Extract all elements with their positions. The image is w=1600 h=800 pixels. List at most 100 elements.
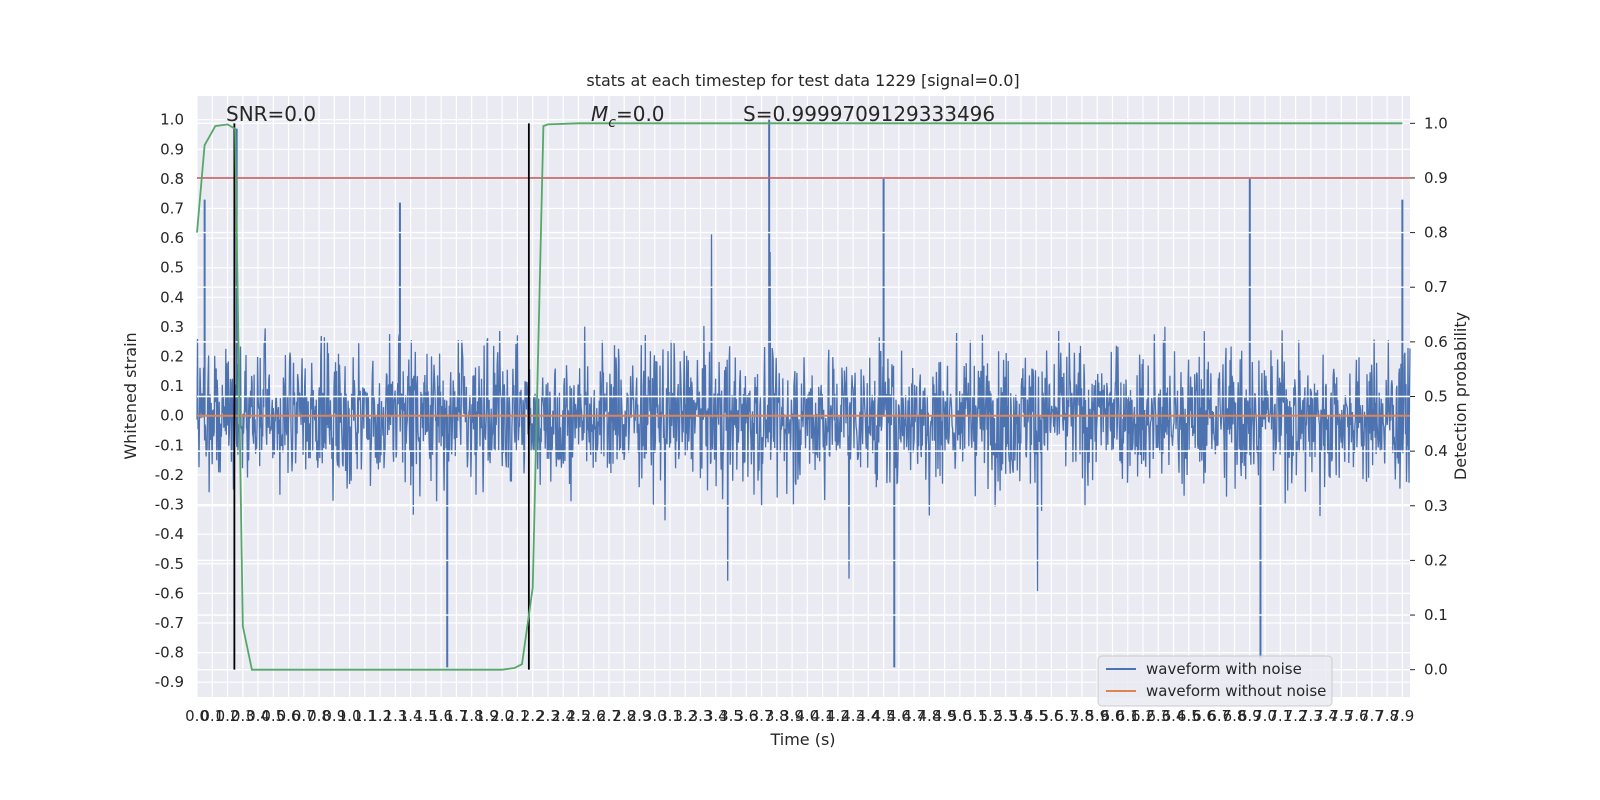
x-tick-label: 4.9 — [933, 707, 957, 725]
right-tick-label: 0.5 — [1424, 388, 1448, 406]
y-tick-label: 0.5 — [160, 259, 184, 277]
right-tick-label: 0.9 — [1424, 169, 1448, 187]
detection-stat-annotation: S=0.9999709129333496 — [743, 102, 995, 126]
noise-series — [196, 119, 1411, 668]
chart-title: stats at each timestep for test data 122… — [586, 71, 1019, 90]
x-tick-label: 4.3 — [841, 707, 865, 725]
x-tick-label: 4.5 — [872, 707, 896, 725]
x-tick-label: 3.6 — [734, 707, 758, 725]
x-tick-label: 1.9 — [475, 707, 499, 725]
x-tick-label: 4.7 — [902, 707, 926, 725]
x-tick-label: 3.0 — [643, 707, 667, 725]
y-tick-label: 0.8 — [160, 170, 184, 188]
y-tick-label: -0.3 — [155, 496, 184, 514]
x-tick-label: 1.1 — [353, 707, 377, 725]
x-tick-label: 0.7 — [292, 707, 316, 725]
x-tick-label: 5.4 — [1009, 707, 1033, 725]
x-tick-label: 5.0 — [948, 707, 972, 725]
x-tick-label: 2.0 — [490, 707, 514, 725]
right-tick-label: 0.7 — [1424, 278, 1448, 296]
x-tick-label: 5.5 — [1024, 707, 1048, 725]
x-tick-label: 7.7 — [1360, 707, 1384, 725]
x-tick-label: 4.8 — [917, 707, 941, 725]
y-tick-label: 0.0 — [160, 407, 184, 425]
x-tick-label: 2.7 — [597, 707, 621, 725]
x-tick-label: 6.0 — [1101, 707, 1125, 725]
y-tick-label: 0.7 — [160, 200, 184, 218]
x-tick-label: 3.4 — [704, 707, 728, 725]
x-tick-label: 0.9 — [322, 707, 346, 725]
x-axis-label: Time (s) — [769, 730, 835, 749]
x-tick-label: 7.8 — [1375, 707, 1399, 725]
x-tick-label: 2.5 — [567, 707, 591, 725]
x-tick-label: 3.5 — [719, 707, 743, 725]
x-tick-label: 6.3 — [1146, 707, 1170, 725]
y-axis-left: 1.0 0.9 0.8 0.7 0.6 0.5 0.4 0.3 0.2 0.1 0.0 -0.1 -0.… — [155, 111, 184, 692]
x-tick-label: 3.8 — [765, 707, 789, 725]
y-tick-label: -0.6 — [155, 584, 184, 602]
y-tick-label: -0.7 — [155, 614, 184, 632]
x-tick-label: 3.1 — [658, 707, 682, 725]
x-tick-label: 2.9 — [628, 707, 652, 725]
x-tick-label: 5.7 — [1055, 707, 1079, 725]
y-tick-label: -0.2 — [155, 466, 184, 484]
y-tick-label: 0.6 — [160, 229, 184, 247]
x-tick-label: 6.6 — [1192, 707, 1216, 725]
x-tick-label: 1.3 — [383, 707, 407, 725]
x-tick-label: 0.5 — [261, 707, 285, 725]
x-tick-label: 6.4 — [1162, 707, 1186, 725]
x-tick-label: 4.0 — [795, 707, 819, 725]
x-tick-label: 1.0 — [338, 707, 362, 725]
x-tick-label: 3.3 — [689, 707, 713, 725]
legend-box — [1097, 655, 1333, 707]
x-tick-label: 0.4 — [246, 707, 270, 725]
x-tick-label: 7.3 — [1299, 707, 1323, 725]
x-tick-label: 0.1 — [200, 707, 224, 725]
x-tick-label: 1.5 — [414, 707, 438, 725]
x-tick-label: 6.8 — [1223, 707, 1247, 725]
y-tick-label: 0.2 — [160, 348, 184, 366]
y-tick-label: -0.4 — [155, 525, 184, 543]
y-tick-label: 0.3 — [160, 318, 184, 336]
y-axis-right-label: Detection probability — [1451, 312, 1470, 480]
x-tick-label: 1.6 — [429, 707, 453, 725]
y-tick-label: -0.8 — [155, 644, 184, 662]
x-tick-label: 5.8 — [1070, 707, 1094, 725]
x-tick-label: 4.6 — [887, 707, 911, 725]
x-tick-label: 7.5 — [1329, 707, 1353, 725]
x-tick-label: 5.2 — [978, 707, 1002, 725]
detection-probability-line — [196, 122, 1403, 671]
x-tick-label: 2.1 — [505, 707, 529, 725]
right-tick-label: 0.1 — [1424, 606, 1448, 624]
x-tick-label: 2.2 — [521, 707, 545, 725]
right-tick-label: 1.0 — [1424, 114, 1448, 132]
x-tick-label: 3.7 — [750, 707, 774, 725]
y-tick-label: 0.9 — [160, 140, 184, 158]
x-tick-label: 7.6 — [1345, 707, 1369, 725]
x-tick-label: 4.4 — [856, 707, 880, 725]
x-tick-label: 0.8 — [307, 707, 331, 725]
x-tick-label: 0.3 — [231, 707, 255, 725]
x-tick-label: 5.9 — [1085, 707, 1109, 725]
right-tick-label: 0.8 — [1424, 224, 1448, 242]
x-tick-label: 6.2 — [1131, 707, 1155, 725]
chirp-mass-annotation: Mc=0.0 — [591, 102, 665, 131]
y-axis-right: 1.0 0.9 0.8 0.7 0.6 0.5 0.4 0.3 0.2 0.1 0.0 — [1410, 114, 1448, 679]
y-tick-label: 0.1 — [160, 377, 184, 395]
legend-label-noise: waveform with noise — [1146, 660, 1302, 678]
x-tick-label: 5.6 — [1040, 707, 1064, 725]
y-tick-label: 1.0 — [160, 111, 184, 129]
y-tick-label: -0.9 — [155, 673, 184, 691]
x-tick-label: 6.7 — [1207, 707, 1231, 725]
x-tick-label: 2.8 — [612, 707, 636, 725]
right-tick-label: 0.0 — [1424, 661, 1448, 679]
x-tick-label: 7.9 — [1390, 707, 1414, 725]
y-axis-label: Whitened strain — [121, 332, 140, 459]
x-tick-label: 1.7 — [444, 707, 468, 725]
x-tick-label: 2.3 — [536, 707, 560, 725]
x-axis: 0.00.10.20.30.40.50.60.70.80.91.01.11.21… — [185, 707, 1414, 725]
right-tick-label: 0.4 — [1424, 442, 1448, 460]
right-tick-label: 0.6 — [1424, 333, 1448, 351]
legend-label-clean: waveform without noise — [1146, 682, 1326, 700]
